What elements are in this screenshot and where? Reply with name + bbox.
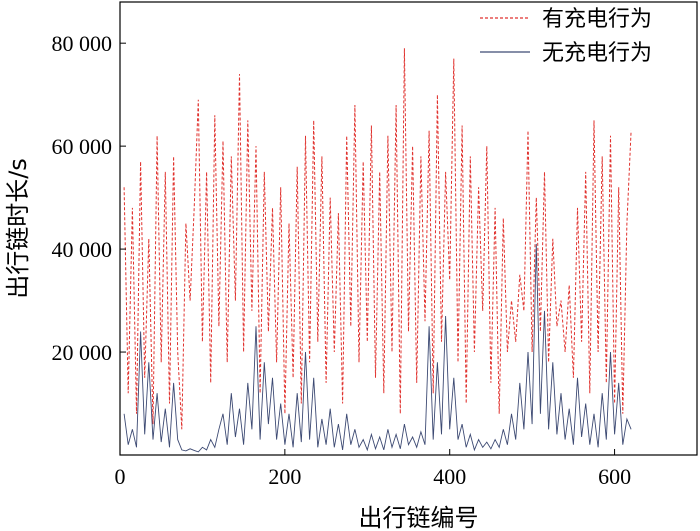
y-tick-label: 80 000 (52, 31, 113, 56)
series-line-no-charging (123, 243, 632, 453)
x-tick-label: 600 (598, 464, 631, 489)
y-tick-label: 40 000 (52, 237, 113, 262)
tick-labels: 0 200 400 600 20 000 40 000 60 000 80 000 (52, 31, 632, 489)
legend: 有充电行为 无充电行为 (480, 7, 652, 66)
y-tick-label: 20 000 (52, 340, 113, 365)
legend-label-no-charging: 无充电行为 (542, 41, 652, 66)
y-axis-title: 出行链时长/s (4, 158, 32, 299)
y-tick-label: 60 000 (52, 134, 113, 159)
x-axis-title: 出行链编号 (359, 504, 479, 531)
series-layer (123, 48, 632, 453)
x-tick-label: 200 (268, 464, 301, 489)
series-line-charging (123, 48, 632, 430)
plot-frame (119, 1, 698, 456)
x-tick-label: 0 (115, 464, 126, 489)
ticks-layer (119, 42, 616, 455)
legend-label-charging: 有充电行为 (542, 7, 652, 32)
x-tick-label: 400 (433, 464, 466, 489)
